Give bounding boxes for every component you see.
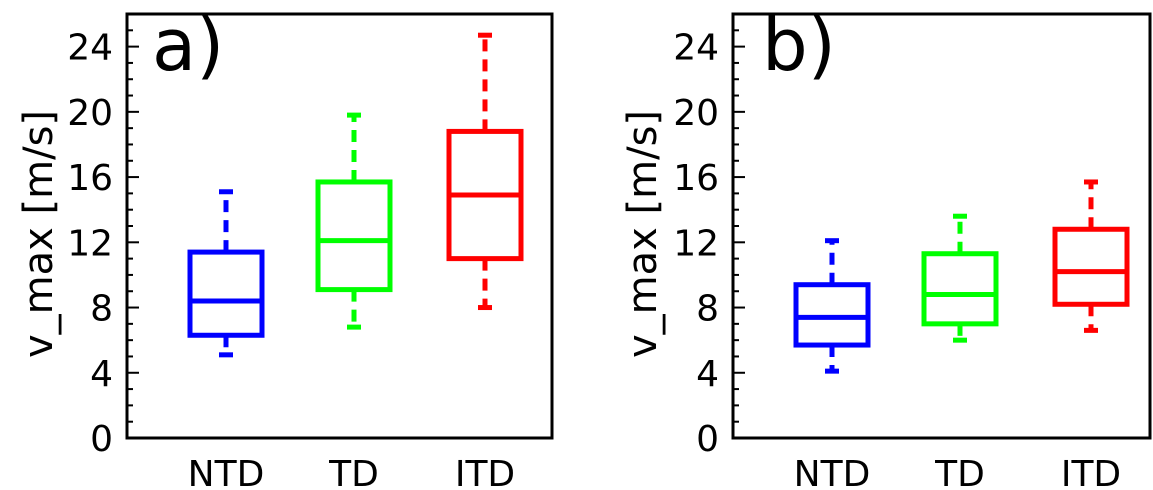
y-tick-label: 20 bbox=[67, 93, 113, 134]
y-tick-label: 8 bbox=[696, 289, 719, 330]
x-category-label: TD bbox=[328, 454, 379, 490]
y-tick-label: 24 bbox=[673, 28, 719, 69]
panel-label: b) bbox=[762, 3, 836, 87]
x-category-label: NTD bbox=[794, 454, 871, 490]
iqr-box bbox=[315, 179, 393, 293]
y-axis-label: v_max [m/s] bbox=[620, 110, 666, 358]
iqr-box bbox=[187, 249, 265, 338]
y-tick-label: 0 bbox=[90, 419, 113, 460]
x-category-label: ITD bbox=[1061, 454, 1121, 490]
y-tick-label: 20 bbox=[673, 93, 719, 134]
y-tick-label: 16 bbox=[67, 158, 113, 199]
y-tick-label: 8 bbox=[90, 289, 113, 330]
box-itd bbox=[446, 32, 524, 311]
y-tick-label: 4 bbox=[696, 354, 719, 395]
box-itd bbox=[1052, 179, 1130, 333]
y-tick-label: 12 bbox=[67, 223, 113, 264]
panel-b: 0 4 8 12 16 20 24v_max [m/s] b) NTD TD ITD bbox=[620, 3, 1152, 490]
y-tick-label: 0 bbox=[696, 419, 719, 460]
x-category-label: ITD bbox=[455, 454, 515, 490]
panel-label: a) bbox=[152, 3, 224, 87]
iqr-box bbox=[921, 251, 999, 327]
box-ntd bbox=[187, 189, 265, 358]
y-tick-label: 12 bbox=[673, 223, 719, 264]
y-tick-label: 16 bbox=[673, 158, 719, 199]
panel-a: 0 4 8 12 16 20 24v_max [m/s] a) NTD TD ITD bbox=[16, 3, 554, 490]
x-category-label: TD bbox=[934, 454, 985, 490]
iqr-box bbox=[1052, 226, 1130, 307]
box-td bbox=[921, 213, 999, 343]
x-category-label: NTD bbox=[188, 454, 265, 490]
box-ntd bbox=[793, 238, 871, 374]
y-axis-label: v_max [m/s] bbox=[16, 110, 62, 358]
y-tick-label: 4 bbox=[90, 354, 113, 395]
y-tick-label: 24 bbox=[67, 28, 113, 69]
box-td bbox=[315, 112, 393, 330]
